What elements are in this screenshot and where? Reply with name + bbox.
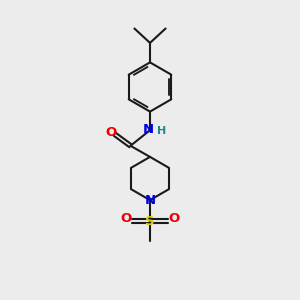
Text: O: O [120, 212, 132, 226]
Text: H: H [157, 126, 166, 136]
Text: N: N [143, 123, 154, 136]
Text: S: S [145, 214, 155, 228]
Text: O: O [105, 125, 117, 139]
Text: N: N [144, 194, 156, 207]
Text: O: O [168, 212, 180, 226]
